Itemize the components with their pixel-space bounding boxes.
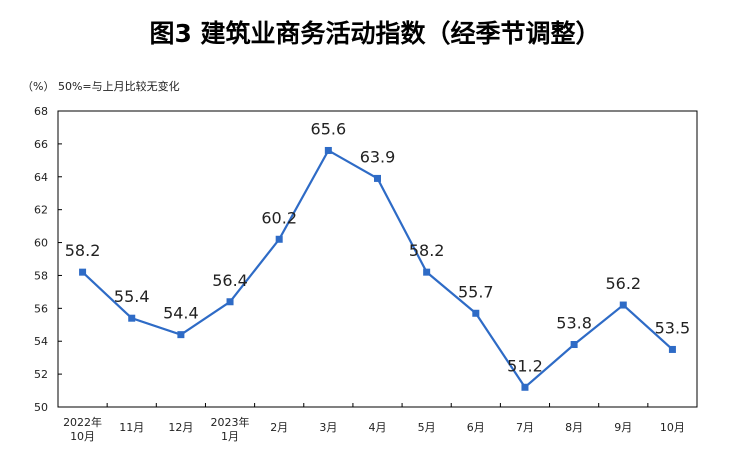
y-tick-label: 50 bbox=[34, 401, 48, 414]
data-point bbox=[324, 146, 332, 154]
data-label: 58.2 bbox=[409, 241, 445, 260]
data-point bbox=[226, 298, 234, 306]
y-tick-label: 66 bbox=[34, 138, 48, 151]
data-label: 53.8 bbox=[556, 314, 592, 333]
data-point bbox=[275, 235, 283, 243]
data-label: 56.4 bbox=[212, 271, 248, 290]
data-point bbox=[128, 314, 136, 322]
y-tick-label: 54 bbox=[34, 335, 48, 348]
data-point bbox=[668, 345, 676, 353]
x-tick-label: 10月 bbox=[660, 421, 685, 434]
y-tick-label: 60 bbox=[34, 237, 48, 250]
y-tick-label: 64 bbox=[34, 171, 48, 184]
data-label: 56.2 bbox=[605, 274, 641, 293]
x-tick-label: 12月 bbox=[168, 421, 193, 434]
y-tick-label: 58 bbox=[34, 269, 48, 282]
data-point bbox=[374, 174, 381, 182]
y-tick-label: 52 bbox=[34, 368, 48, 381]
x-tick-label: 7月 bbox=[516, 421, 534, 434]
x-tick-label: 9月 bbox=[614, 421, 632, 434]
data-point bbox=[79, 268, 87, 276]
x-tick-label: 5月 bbox=[418, 421, 436, 434]
data-label: 55.7 bbox=[458, 282, 494, 301]
data-label: 54.4 bbox=[163, 304, 199, 323]
data-label: 58.2 bbox=[65, 241, 101, 260]
y-tick-label: 56 bbox=[34, 302, 48, 315]
unit-note: （%） 50%=与上月比较无变化 bbox=[22, 80, 180, 93]
data-point bbox=[521, 383, 529, 391]
x-tick-label: 6月 bbox=[467, 421, 485, 434]
x-tick-label: 8月 bbox=[565, 421, 583, 434]
y-tick-label: 62 bbox=[34, 204, 48, 217]
chart-title: 图3 建筑业商务活动指数（经季节调整） bbox=[149, 19, 601, 48]
data-label: 65.6 bbox=[311, 119, 347, 138]
x-tick-label: 2月 bbox=[270, 421, 288, 434]
data-point bbox=[177, 331, 185, 339]
data-point bbox=[570, 341, 578, 349]
series-line bbox=[81, 148, 674, 389]
data-label: 51.2 bbox=[507, 356, 543, 375]
x-tick-label: 3月 bbox=[319, 421, 337, 434]
data-label: 60.2 bbox=[261, 208, 297, 227]
x-tick-label: 2023年 1月 bbox=[211, 415, 250, 443]
x-tick-label: 2022年 10月 bbox=[63, 415, 102, 443]
x-tick-label: 4月 bbox=[369, 421, 387, 434]
data-point bbox=[423, 268, 431, 276]
data-label: 63.9 bbox=[360, 147, 396, 166]
data-label: 53.5 bbox=[655, 318, 691, 337]
data-point bbox=[619, 301, 627, 309]
x-tick-label: 11月 bbox=[119, 421, 144, 434]
data-label: 55.4 bbox=[114, 287, 150, 306]
y-tick-label: 68 bbox=[34, 105, 48, 118]
plot-frame bbox=[57, 110, 698, 408]
data-point bbox=[472, 309, 480, 317]
